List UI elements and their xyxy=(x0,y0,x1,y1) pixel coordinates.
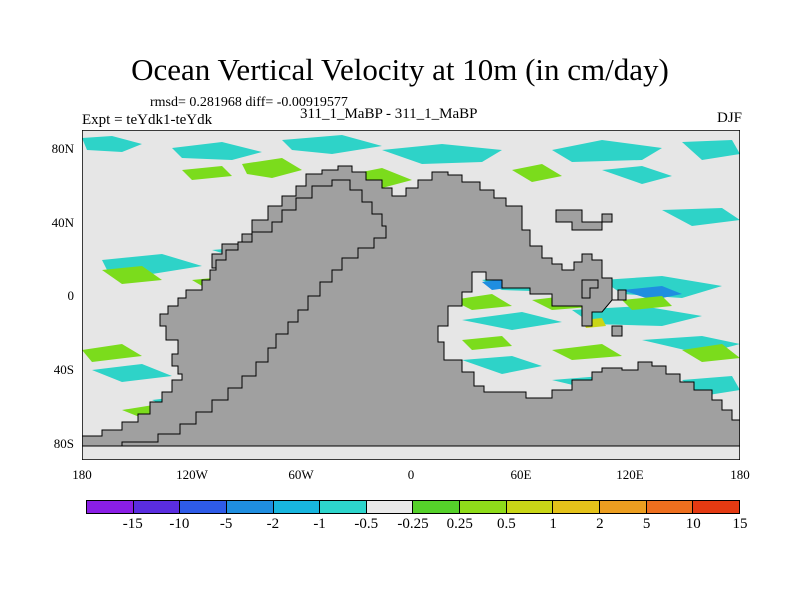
colorbar-swatch xyxy=(180,501,227,513)
case-label: 311_1_MaBP - 311_1_MaBP xyxy=(300,106,478,122)
x-tick-60e: 60E xyxy=(510,467,532,482)
chart-title: Ocean Vertical Velocity at 10m (in cm/da… xyxy=(131,52,669,87)
x-tick-60w: 60W xyxy=(288,467,314,482)
colorbar-swatch xyxy=(600,501,647,513)
colorbar xyxy=(86,500,740,514)
colorbar-label: 0.25 xyxy=(446,516,473,532)
colorbar-label: 1 xyxy=(549,516,557,532)
y-tick-40s: 40S xyxy=(53,362,74,377)
colorbar-swatch xyxy=(646,501,694,513)
colorbar-label: -1 xyxy=(313,516,326,532)
x-tick-180e: 180 xyxy=(730,467,750,482)
colorbar-swatch xyxy=(273,501,321,513)
colorbar-swatch xyxy=(133,501,181,513)
land-americas xyxy=(82,179,387,447)
colorbar-swatch xyxy=(553,501,601,513)
x-tick-0: 0 xyxy=(407,467,415,482)
colorbar-label: 2 xyxy=(596,516,604,532)
season-label: DJF xyxy=(716,110,742,126)
land-arabia-island xyxy=(581,279,599,299)
colorbar-label: 15 xyxy=(732,516,748,532)
y-tick-40n: 40N xyxy=(51,215,74,230)
colorbar-label: 0.5 xyxy=(497,516,516,532)
colorbar-label: -2 xyxy=(266,516,280,532)
colorbar-swatch xyxy=(366,501,414,513)
experiment-label: Expt = teYdk1-teYdk xyxy=(82,112,213,128)
colorbar-label: -0.5 xyxy=(354,516,379,532)
colorbar-label: 5 xyxy=(642,516,651,532)
colorbar-label: -10 xyxy=(169,516,190,532)
land-masses xyxy=(82,165,740,447)
land-small-island xyxy=(611,325,623,337)
colorbar-label: -15 xyxy=(122,516,143,532)
y-tick-0: 0 xyxy=(67,288,75,303)
colorbar-swatch xyxy=(320,501,367,513)
colorbar-swatch xyxy=(87,501,134,513)
colorbar-label: 10 xyxy=(685,516,701,532)
map-plot xyxy=(82,130,740,460)
colorbar-swatch xyxy=(693,501,739,513)
colorbar-swatch xyxy=(460,501,507,513)
colorbar-swatch xyxy=(226,501,274,513)
x-tick-180w: 180 xyxy=(72,467,92,482)
stats-text: rmsd= 0.281968 diff= -0.00919577 xyxy=(150,95,348,110)
y-tick-80s: 80S xyxy=(53,436,74,451)
land-north-island xyxy=(555,209,613,231)
y-tick-80n: 80N xyxy=(51,141,74,156)
colorbar-swatch xyxy=(506,501,554,513)
colorbar-swatch xyxy=(413,501,461,513)
x-tick-120e: 120E xyxy=(616,467,644,482)
x-tick-120w: 120W xyxy=(176,467,208,482)
colorbar-label: -5 xyxy=(219,516,233,532)
colorbar-label: -0.25 xyxy=(397,516,429,532)
